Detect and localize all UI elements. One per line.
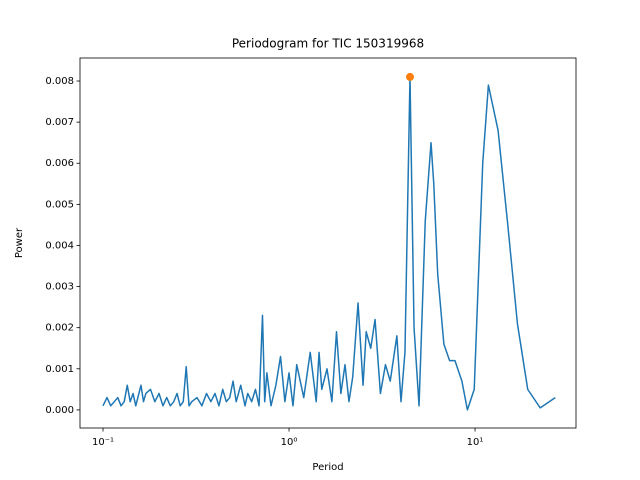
x-axis-label: Period xyxy=(312,462,343,473)
series-line xyxy=(102,76,556,411)
y-tick-label: 0.005 xyxy=(45,199,74,210)
y-tick-label: 0.008 xyxy=(45,76,74,87)
y-tick-label: 0.003 xyxy=(45,282,74,293)
y-tick-label: 0.006 xyxy=(45,158,74,169)
y-tick-label: 0.004 xyxy=(45,240,74,251)
y-tick-label: 0.007 xyxy=(45,117,74,128)
x-tick-label: 10⁻¹ xyxy=(92,437,114,448)
y-tick-label: 0.002 xyxy=(45,323,74,334)
y-tick-label: 0.001 xyxy=(45,364,74,375)
y-axis-label: Power xyxy=(14,227,25,258)
chart-title: Periodogram for TIC 150319968 xyxy=(232,37,424,51)
y-tick-label: 0.000 xyxy=(45,405,74,416)
plot-frame xyxy=(79,57,577,429)
x-tick-label: 10¹ xyxy=(467,437,484,448)
peak-marker xyxy=(405,72,414,81)
x-tick-label: 10⁰ xyxy=(281,437,298,448)
